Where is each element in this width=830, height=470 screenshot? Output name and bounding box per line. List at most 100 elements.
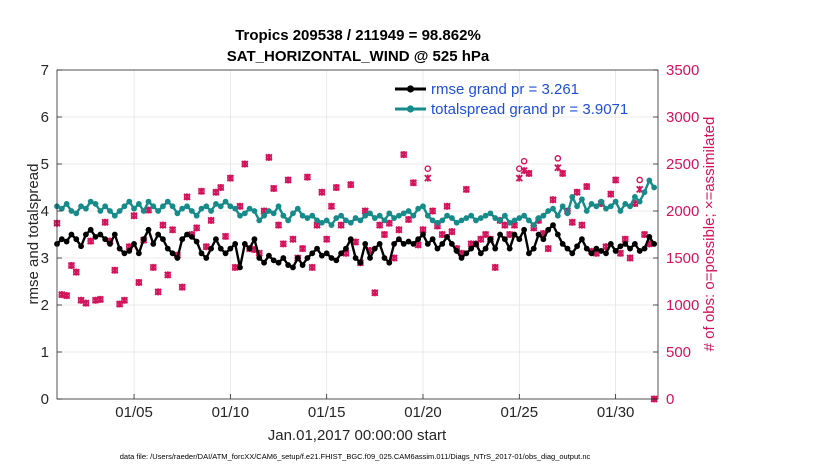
obs-assimilated-marker xyxy=(265,153,273,162)
data-point-totalspread xyxy=(304,215,311,221)
data-point-rmse xyxy=(400,241,407,247)
data-point-rmse xyxy=(294,255,301,261)
obs-assimilated-marker xyxy=(101,218,109,226)
data-point-rmse xyxy=(362,241,369,247)
x-tick-label: 01/25 xyxy=(501,404,539,421)
data-point-totalspread xyxy=(376,212,383,219)
data-point-totalspread xyxy=(396,212,402,219)
grid xyxy=(57,70,658,399)
data-point-rmse xyxy=(131,241,137,247)
obs-assimilated-marker xyxy=(578,221,586,229)
data-point-rmse xyxy=(545,226,552,233)
data-point-rmse xyxy=(58,236,65,243)
data-point-totalspread xyxy=(627,203,633,210)
chart-subtitle: SAT_HORIZONTAL_WIND @ 525 hPa xyxy=(227,48,490,65)
data-point-totalspread xyxy=(603,205,609,212)
data-point-totalspread xyxy=(473,217,479,224)
data-point-totalspread xyxy=(415,205,422,212)
data-point-rmse xyxy=(140,236,147,243)
y-tick-label: 1 xyxy=(41,344,49,361)
data-point-rmse xyxy=(492,245,499,252)
y2-axis-label: # of obs: o=possible; ×=assimilated xyxy=(701,117,718,352)
data-point-totalspread xyxy=(309,212,316,219)
data-point-totalspread xyxy=(241,210,248,217)
data-point-totalspread xyxy=(63,201,70,207)
data-point-rmse xyxy=(381,255,388,261)
data-point-totalspread xyxy=(299,212,306,219)
obs-assimilated-marker xyxy=(178,283,186,291)
data-point-totalspread xyxy=(135,201,142,207)
obs-assimilated-marker xyxy=(72,268,80,276)
data-point-totalspread xyxy=(444,212,450,219)
x-tick-label: 01/15 xyxy=(308,404,346,421)
data-point-rmse xyxy=(343,245,349,252)
data-point-rmse xyxy=(352,255,359,261)
data-point-rmse xyxy=(367,255,373,261)
data-point-totalspread xyxy=(651,184,658,191)
data-point-rmse xyxy=(333,257,340,264)
obs-assimilated-marker xyxy=(568,218,576,226)
data-point-totalspread xyxy=(131,205,137,212)
data-point-totalspread xyxy=(198,205,205,212)
data-point-rmse xyxy=(535,231,542,238)
data-point-rmse xyxy=(188,233,195,240)
plot-frame xyxy=(56,69,659,400)
data-point-totalspread xyxy=(521,212,528,219)
data-point-rmse xyxy=(227,245,234,252)
data-point-rmse xyxy=(607,241,614,247)
data-point-rmse xyxy=(323,250,330,257)
data-point-totalspread xyxy=(434,219,441,226)
data-point-totalspread xyxy=(593,203,600,210)
data-point-rmse xyxy=(164,245,171,252)
data-point-totalspread xyxy=(294,205,301,212)
data-point-totalspread xyxy=(453,219,460,226)
data-point-rmse xyxy=(521,226,528,233)
x-tick-label: 01/20 xyxy=(404,404,442,421)
data-point-totalspread xyxy=(574,203,580,210)
data-point-totalspread xyxy=(530,222,537,229)
data-point-rmse xyxy=(179,236,186,243)
data-point-rmse xyxy=(174,255,181,261)
data-point-totalspread xyxy=(540,212,547,219)
data-point-totalspread xyxy=(352,215,359,221)
obs-assimilated-marker xyxy=(279,240,287,248)
data-point-rmse xyxy=(458,255,465,261)
data-point-rmse xyxy=(338,250,345,257)
data-point-rmse xyxy=(434,245,441,252)
data-point-rmse xyxy=(482,245,489,252)
data-point-totalspread xyxy=(145,198,152,205)
y-tick-label: 5 xyxy=(41,156,49,173)
obs-assimilated-marker xyxy=(221,232,230,241)
data-point-totalspread xyxy=(617,208,624,214)
data-point-totalspread xyxy=(121,203,128,210)
data-point-totalspread xyxy=(102,203,109,210)
obs-assimilated-marker xyxy=(82,299,90,307)
data-point-totalspread xyxy=(482,212,489,219)
data-point-rmse xyxy=(501,236,508,243)
data-point-totalspread xyxy=(193,212,200,219)
data-point-totalspread xyxy=(497,217,503,224)
obs-assimilated-marker xyxy=(270,184,278,193)
obs-assimilated-marker xyxy=(327,202,336,210)
data-point-rmse xyxy=(116,245,123,252)
obs-assimilated-marker xyxy=(462,185,470,194)
data-point-rmse xyxy=(579,236,585,243)
data-point-totalspread xyxy=(636,198,643,205)
data-point-totalspread xyxy=(386,210,393,217)
data-point-rmse xyxy=(203,255,210,261)
data-point-totalspread xyxy=(73,210,80,217)
data-point-rmse xyxy=(448,241,455,247)
obs-assimilated-marker xyxy=(159,221,167,229)
data-point-rmse xyxy=(559,241,566,247)
obs-assimilated-marker xyxy=(193,224,201,232)
data-point-totalspread xyxy=(583,208,590,214)
data-point-rmse xyxy=(208,245,215,252)
obs-possible-marker xyxy=(424,165,432,172)
data-point-rmse xyxy=(396,236,402,243)
obs-assimilated-marker xyxy=(409,179,417,187)
obs-assimilated-marker xyxy=(544,244,552,253)
obs-assimilated-marker xyxy=(284,176,292,184)
data-point-totalspread xyxy=(164,198,171,205)
data-point-totalspread xyxy=(448,215,455,221)
data-point-rmse xyxy=(347,236,354,243)
